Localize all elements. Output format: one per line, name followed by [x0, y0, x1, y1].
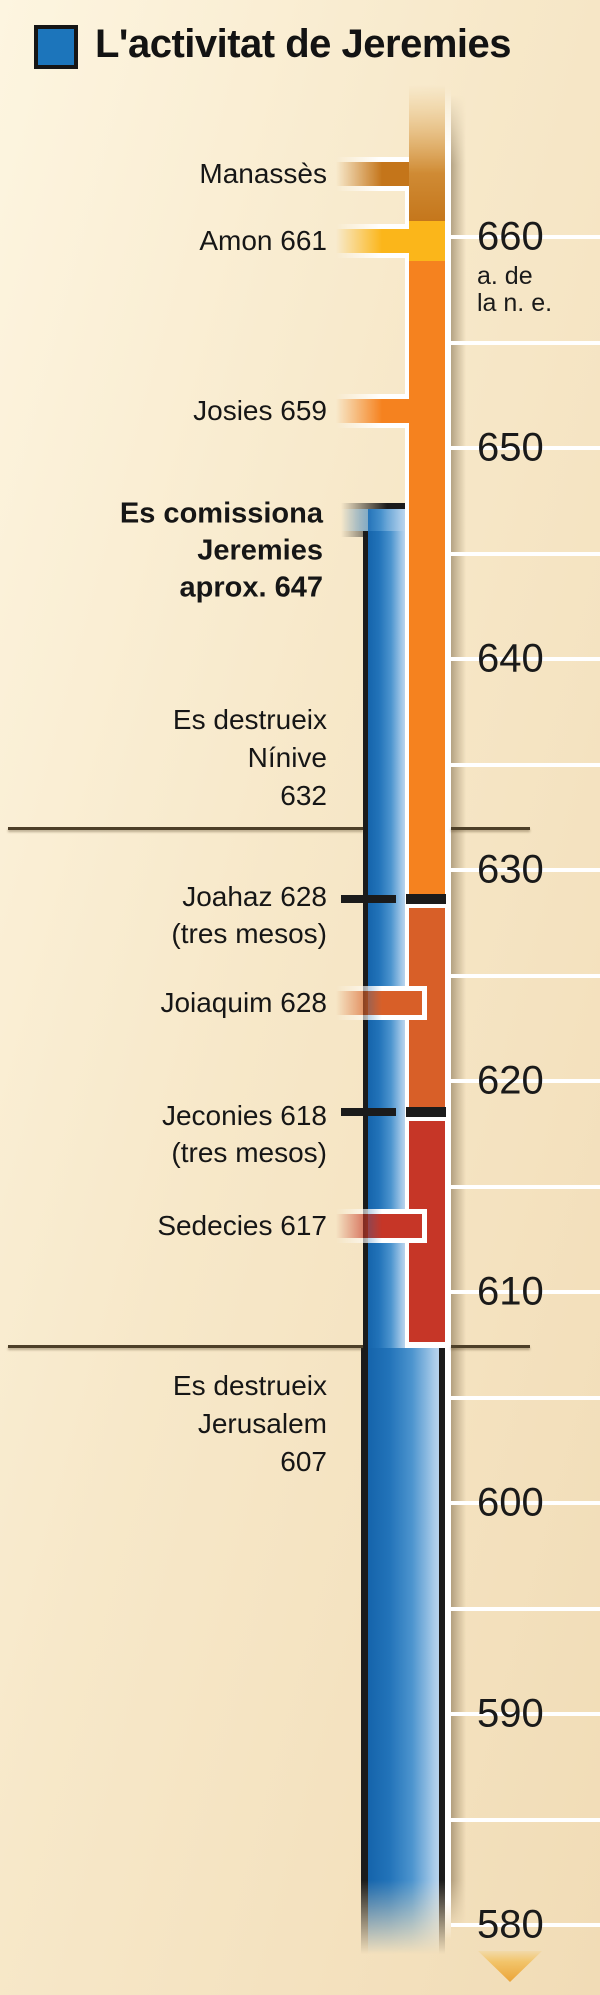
jeremiah-bar-lip-outline — [341, 531, 368, 537]
era-label-line2: la n. e. — [477, 289, 553, 317]
axis-shadow — [451, 95, 466, 1930]
king-segment-josies — [409, 261, 445, 894]
axis-line — [445, 88, 451, 1940]
event-line-ninive-left — [8, 827, 363, 830]
tick-label-600: 600 — [477, 1480, 544, 1525]
king-segment-separator-0 — [405, 904, 451, 908]
event-label-ninive-line1: Es destrueix — [172, 704, 327, 735]
king-note-joahaz: (tres mesos) — [171, 918, 327, 949]
gridline-615 — [451, 1184, 600, 1189]
jeremiah-bar-start-lip — [341, 509, 405, 531]
connector-josies — [336, 394, 409, 428]
king-label-amon: Amon 661 — [199, 225, 327, 256]
king-label-joiaquim: Joiaquim 628 — [160, 987, 327, 1018]
gridline-610 — [451, 1290, 600, 1294]
king-segment-amon — [409, 221, 445, 261]
reign-dash-jeconies — [341, 1108, 396, 1116]
jeremiah-commission-label-line3: aprox. 647 — [179, 571, 323, 604]
legend-swatch — [34, 25, 78, 69]
gridline-590 — [451, 1712, 600, 1716]
king-segment-joahaz — [406, 894, 446, 904]
tick-label-650: 650 — [477, 425, 544, 470]
tick-label-580: 580 — [477, 1902, 544, 1947]
gridline-605 — [451, 1395, 600, 1400]
bar-separator — [405, 158, 409, 1348]
reign-dash-joahaz — [341, 895, 396, 903]
event-line-ninive-right — [451, 827, 530, 830]
gridline-630 — [451, 868, 600, 872]
event-label-jerusalem-line2: Jerusalem — [197, 1408, 327, 1439]
king-label-manasses: Manassès — [199, 158, 327, 189]
gridline-625 — [451, 973, 600, 978]
tick-label-660: 660 — [477, 214, 544, 259]
tick-label-630: 630 — [477, 847, 544, 892]
gridline-660 — [451, 235, 600, 239]
connector-manasses — [336, 157, 409, 191]
era-label-line1: a. de — [477, 262, 533, 290]
gridline-600 — [451, 1501, 600, 1505]
tick-label-640: 640 — [477, 636, 544, 681]
tick-label-590: 590 — [477, 1691, 544, 1736]
king-segment-separator-1 — [405, 1117, 451, 1121]
king-segment-separator-2 — [405, 1342, 451, 1348]
jeremiah-commission-label-line1: Es comissiona — [119, 497, 323, 530]
king-label-sedecies: Sedecies 617 — [157, 1210, 327, 1241]
event-line-jerusalem-left — [8, 1345, 363, 1348]
king-note-jeconies: (tres mesos) — [171, 1137, 327, 1168]
event-line-jerusalem-right — [451, 1345, 530, 1348]
gridline-585 — [451, 1817, 600, 1822]
connector-amon — [336, 224, 409, 258]
gridline-655 — [451, 340, 600, 345]
jeremiah-bar-left-outline — [363, 531, 368, 1348]
king-label-joahaz: Joahaz 628 — [182, 881, 327, 912]
jeremiah-bar-wide-left-outline — [361, 1348, 368, 1960]
gridline-620 — [451, 1079, 600, 1083]
king-segment-jeconies — [406, 1107, 446, 1117]
gridline-645 — [451, 551, 600, 556]
tick-label-610: 610 — [477, 1269, 544, 1314]
king-segment-manasses — [409, 85, 445, 221]
connector-sedecies — [336, 1209, 427, 1243]
gridline-640 — [451, 657, 600, 661]
gridline-635 — [451, 762, 600, 767]
gridline-595 — [451, 1606, 600, 1611]
era-label: a. de la n. e. — [477, 263, 552, 317]
event-label-jerusalem-line1: Es destrueix — [172, 1370, 327, 1401]
jeremiah-bar-top-outline — [341, 503, 405, 509]
jeremiah-commission-label-line2: Jeremies — [197, 534, 323, 567]
king-label-josies: Josies 659 — [193, 395, 327, 426]
event-label-ninive-line3: 632 — [280, 780, 327, 811]
event-label-jerusalem-line3: 607 — [280, 1446, 327, 1477]
gridline-650 — [451, 446, 600, 450]
event-label-ninive-line2: Nínive — [247, 742, 327, 773]
king-label-jeconies: Jeconies 618 — [161, 1100, 327, 1131]
jeremiah-bar — [368, 509, 405, 1348]
tick-label-620: 620 — [477, 1058, 544, 1103]
chart-title: L'activitat de Jeremies — [95, 22, 512, 66]
jeremiah-bar-wide-body — [368, 1348, 439, 1960]
jeremiah-bar-wide — [361, 1348, 451, 1960]
gridline-580 — [451, 1923, 600, 1927]
jeremiah-bar-wide-right-outline — [439, 1348, 445, 1960]
connector-joiaquim — [336, 986, 427, 1020]
continues-arrow-icon — [478, 1951, 542, 1982]
